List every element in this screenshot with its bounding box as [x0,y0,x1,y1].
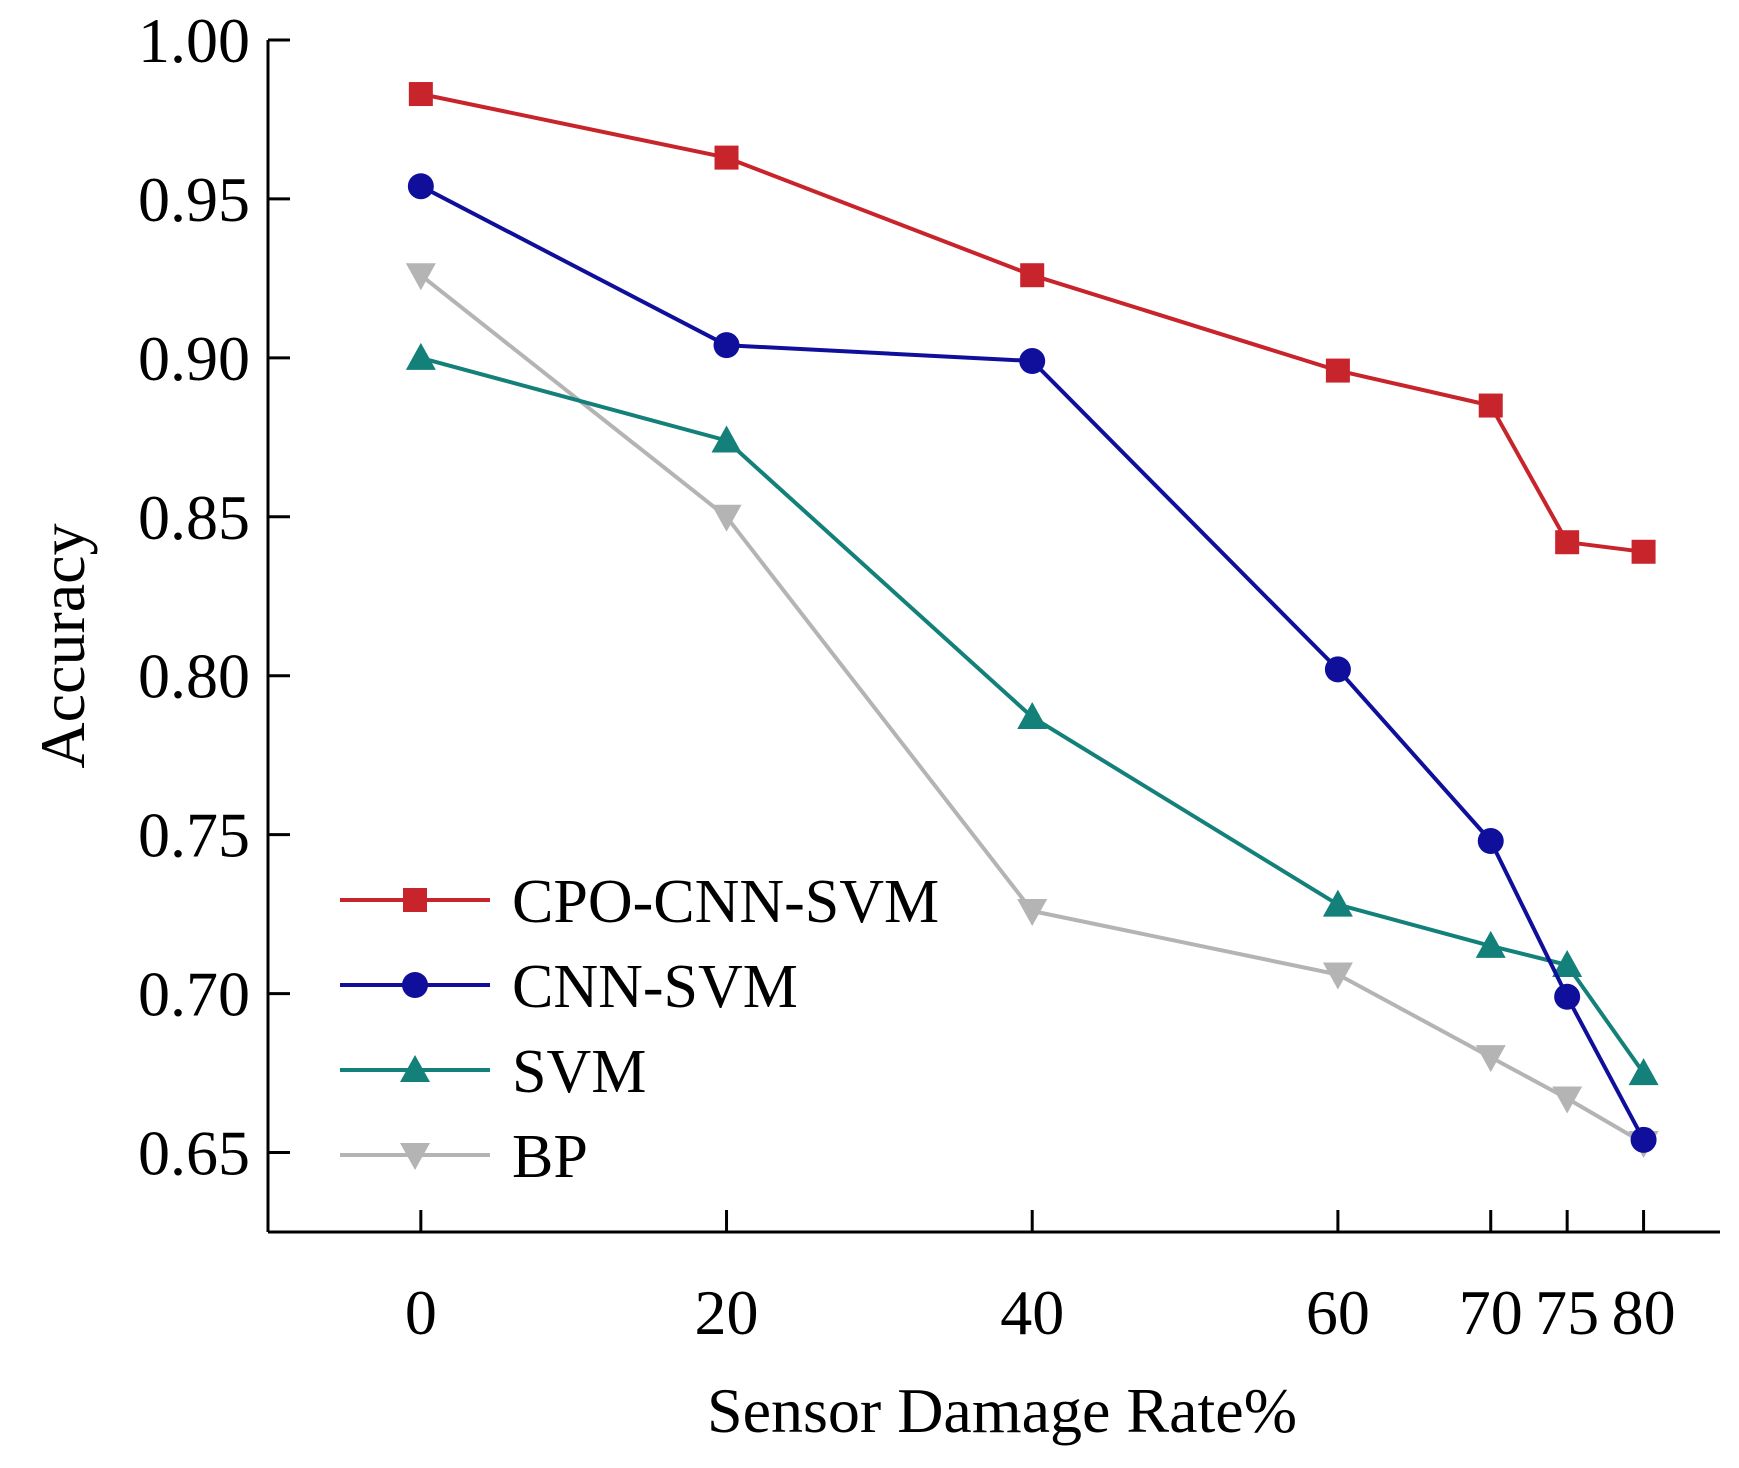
y-tick-label: 0.95 [138,164,250,235]
data-point-cnn-svm [1324,656,1351,683]
data-point-bp [1017,898,1048,926]
y-tick-label: 0.70 [138,959,250,1030]
legend-marker [400,1143,430,1170]
data-point-cnn-svm [1554,983,1581,1010]
data-point-cpo-cnn-svm [408,82,433,107]
y-tick-label: 0.80 [138,641,250,712]
legend: CPO-CNN-SVM CNN-SVM SVM BP [340,868,939,1191]
data-point-svm [1628,1058,1659,1086]
data-point-svm [711,425,742,453]
y-tick-label: 1.00 [138,5,250,76]
x-axis-title: Sensor Damage Rate% [707,1375,1297,1446]
data-point-svm [1475,930,1506,958]
data-point-svm [405,342,436,370]
series-svm [405,342,1659,1086]
legend-label: CNN-SVM [512,953,798,1021]
series-cpo-cnn-svm [408,82,1656,564]
series-layer [405,82,1659,1158]
data-point-cnn-svm [1477,828,1504,855]
y-tick-label: 0.65 [138,1118,250,1189]
y-tick-label: 0.75 [138,800,250,871]
axes: 0.65 0.70 0.75 0.80 0.85 0.90 0.95 1.00 0 20 40 60 7… [138,5,1720,1348]
data-point-bp [1475,1045,1506,1073]
data-point-cpo-cnn-svm [714,145,739,170]
data-point-cpo-cnn-svm [1555,530,1580,555]
data-point-cpo-cnn-svm [1020,263,1045,288]
legend-item-cpo-cnn-svm: CPO-CNN-SVM [340,868,939,936]
data-point-cnn-svm [1630,1126,1657,1153]
legend-label: SVM [512,1038,646,1106]
x-tick-label: 0 [405,1277,437,1348]
data-point-cpo-cnn-svm [1631,539,1656,564]
series-line-cpo-cnn-svm [420,92,1644,554]
legend-item-cnn-svm: CNN-SVM [340,953,798,1021]
data-point-cnn-svm [1019,348,1046,375]
x-tick-label: 75 [1535,1277,1599,1348]
y-tick-label: 0.85 [138,482,250,553]
x-tick-label: 20 [695,1277,759,1348]
x-tick-label: 60 [1306,1277,1370,1348]
y-tick-label: 0.90 [138,323,250,394]
data-point-svm [1552,949,1583,977]
data-point-svm [1322,889,1353,917]
legend-marker [402,972,428,998]
data-point-svm [1017,702,1048,730]
data-point-cpo-cnn-svm [1478,393,1503,418]
legend-label: BP [512,1123,588,1191]
legend-item-bp: BP [340,1123,588,1191]
data-point-cpo-cnn-svm [1325,358,1350,383]
data-point-bp [1322,962,1353,990]
data-point-cnn-svm [713,332,740,359]
x-tick-label: 70 [1459,1277,1523,1348]
series-cnn-svm [407,173,1657,1153]
legend-marker [400,1055,430,1082]
y-axis-title: Accuracy [27,523,98,768]
data-point-bp [405,263,436,291]
data-point-bp [1552,1086,1583,1114]
legend-marker [403,888,427,912]
legend-item-svm: SVM [340,1038,646,1106]
x-tick-label: 80 [1612,1277,1676,1348]
data-point-cnn-svm [407,173,434,200]
x-tick-label: 40 [1000,1277,1064,1348]
data-point-bp [711,504,742,532]
legend-label: CPO-CNN-SVM [512,868,939,936]
